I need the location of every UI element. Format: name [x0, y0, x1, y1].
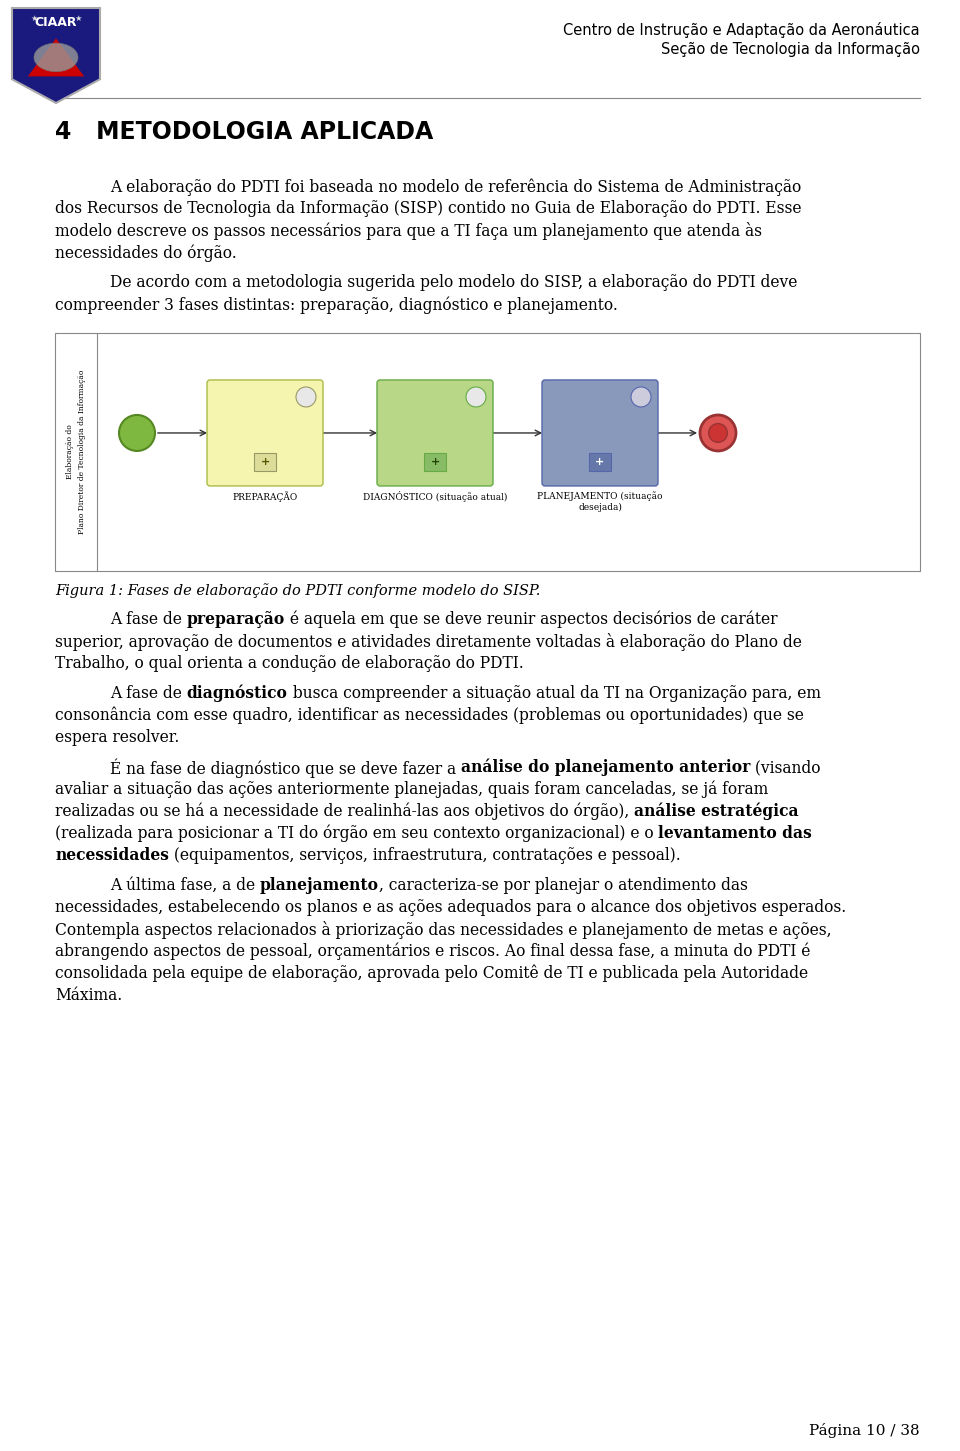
FancyBboxPatch shape [424, 453, 446, 472]
Text: necessidades do órgão.: necessidades do órgão. [55, 244, 237, 261]
Text: realizadas ou se há a necessidade de realinhá-las aos objetivos do órgão),: realizadas ou se há a necessidade de rea… [55, 802, 635, 820]
Text: é aquela em que se deve reunir aspectos decisórios de caráter: é aquela em que se deve reunir aspectos … [285, 611, 778, 628]
FancyBboxPatch shape [254, 453, 276, 472]
Text: A elaboração do PDTI foi baseada no modelo de referência do Sistema de Administr: A elaboração do PDTI foi baseada no mode… [110, 178, 802, 196]
Text: DIAGNÓSTICO (situação atual): DIAGNÓSTICO (situação atual) [363, 490, 507, 502]
Text: espera resolver.: espera resolver. [55, 728, 180, 746]
Text: 4   METODOLOGIA APLICADA: 4 METODOLOGIA APLICADA [55, 120, 433, 144]
Text: PLANEJAMENTO (situação
desejada): PLANEJAMENTO (situação desejada) [538, 490, 662, 512]
Text: Figura 1: Fases de elaboração do PDTI conforme modelo do SISP.: Figura 1: Fases de elaboração do PDTI co… [55, 583, 540, 598]
Text: levantamento das: levantamento das [659, 826, 812, 842]
Text: diagnóstico: diagnóstico [187, 685, 288, 702]
Text: análise do planejamento anterior: análise do planejamento anterior [461, 759, 751, 776]
Text: Trabalho, o qual orienta a condução de elaboração do PDTI.: Trabalho, o qual orienta a condução de e… [55, 654, 524, 672]
Text: Contempla aspectos relacionados à priorização das necessidades e planejamento de: Contempla aspectos relacionados à priori… [55, 921, 831, 939]
Bar [55, 332, 920, 572]
FancyBboxPatch shape [589, 453, 611, 472]
Text: Elaboração do
Plano Diretor de Tecnologia da Informação: Elaboração do Plano Diretor de Tecnologi… [66, 370, 85, 534]
Circle shape [700, 415, 736, 451]
PathPatch shape [28, 38, 84, 77]
Text: A fase de: A fase de [110, 685, 187, 702]
FancyBboxPatch shape [207, 380, 323, 486]
Text: De acordo com a metodologia sugerida pelo modelo do SISP, a elaboração do PDTI d: De acordo com a metodologia sugerida pel… [110, 274, 798, 292]
FancyBboxPatch shape [542, 380, 658, 486]
Circle shape [631, 387, 651, 406]
Text: consonância com esse quadro, identificar as necessidades (problemas ou oportunid: consonância com esse quadro, identificar… [55, 707, 804, 724]
Text: PREPARAÇÃO: PREPARAÇÃO [232, 490, 298, 502]
Text: superior, aprovação de documentos e atividades diretamente voltadas à elaboração: superior, aprovação de documentos e ativ… [55, 633, 802, 651]
Text: necessidades: necessidades [55, 847, 169, 863]
Text: A fase de: A fase de [110, 611, 187, 628]
Text: , caracteriza-se por planejar o atendimento das: , caracteriza-se por planejar o atendime… [379, 876, 748, 894]
Text: +: + [595, 457, 605, 467]
PathPatch shape [12, 9, 100, 103]
Text: avaliar a situação das ações anteriormente planejadas, quais foram canceladas, s: avaliar a situação das ações anteriormen… [55, 781, 768, 798]
Text: (visando: (visando [751, 759, 821, 776]
Circle shape [466, 387, 486, 406]
Text: A última fase, a de: A última fase, a de [110, 876, 260, 894]
Text: ★: ★ [31, 13, 37, 23]
FancyBboxPatch shape [377, 380, 493, 486]
Text: abrangendo aspectos de pessoal, orçamentários e riscos. Ao final dessa fase, a m: abrangendo aspectos de pessoal, orçament… [55, 943, 810, 961]
Text: consolidada pela equipe de elaboração, aprovada pelo Comitê de TI e publicada pe: consolidada pela equipe de elaboração, a… [55, 965, 808, 982]
Text: Centro de Instrução e Adaptação da Aeronáutica: Centro de Instrução e Adaptação da Aeron… [564, 22, 920, 38]
Text: +: + [430, 457, 440, 467]
Text: Página 10 / 38: Página 10 / 38 [809, 1423, 920, 1438]
Text: compreender 3 fases distintas: preparação, diagnóstico e planejamento.: compreender 3 fases distintas: preparaçã… [55, 296, 618, 313]
Text: planejamento: planejamento [260, 876, 379, 894]
Circle shape [296, 387, 316, 406]
Text: modelo descreve os passos necessários para que a TI faça um planejamento que ate: modelo descreve os passos necessários pa… [55, 222, 762, 239]
Text: Máxima.: Máxima. [55, 987, 122, 1004]
Text: ★: ★ [74, 13, 82, 23]
Ellipse shape [34, 44, 78, 71]
Text: +: + [260, 457, 270, 467]
Text: preparação: preparação [187, 611, 285, 628]
Text: (equipamentos, serviços, infraestrutura, contratações e pessoal).: (equipamentos, serviços, infraestrutura,… [169, 847, 681, 863]
Circle shape [119, 415, 155, 451]
Text: Seção de Tecnologia da Informação: Seção de Tecnologia da Informação [661, 42, 920, 57]
Text: dos Recursos de Tecnologia da Informação (SISP) contido no Guia de Elaboração do: dos Recursos de Tecnologia da Informação… [55, 200, 802, 218]
Text: É na fase de diagnóstico que se deve fazer a: É na fase de diagnóstico que se deve faz… [110, 759, 461, 779]
Text: busca compreender a situação atual da TI na Organização para, em: busca compreender a situação atual da TI… [288, 685, 821, 702]
Circle shape [708, 424, 728, 443]
Text: análise estratégica: análise estratégica [635, 802, 799, 820]
Text: CIAAR: CIAAR [35, 16, 77, 29]
Text: necessidades, estabelecendo os planos e as ações adequados para o alcance dos ob: necessidades, estabelecendo os planos e … [55, 900, 847, 916]
Text: (realizada para posicionar a TI do órgão em seu contexto organizacional) e o: (realizada para posicionar a TI do órgão… [55, 826, 659, 843]
